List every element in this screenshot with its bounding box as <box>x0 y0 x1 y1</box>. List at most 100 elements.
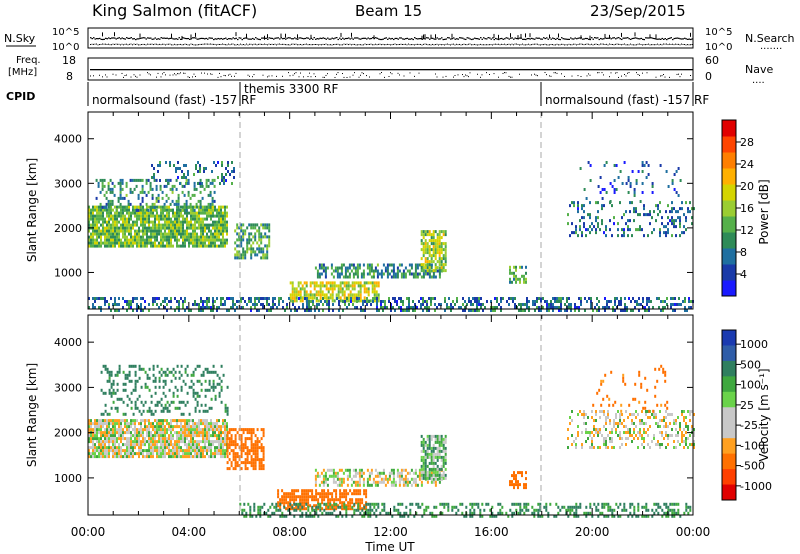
power-cell <box>210 238 212 242</box>
power-cell <box>325 281 328 285</box>
freq-trace <box>426 69 428 71</box>
freq-trace <box>145 69 147 71</box>
power-cell <box>424 266 427 270</box>
power-cell <box>156 211 158 215</box>
power-cell <box>222 205 224 209</box>
velocity-cell <box>188 455 190 459</box>
power-cell <box>332 275 335 279</box>
power-cell <box>635 207 637 211</box>
power-cell <box>182 244 184 248</box>
velocity-cell <box>214 434 216 438</box>
freq-trace <box>132 69 134 71</box>
power-cell <box>221 164 223 167</box>
power-cell <box>262 303 264 306</box>
nsky-trace <box>339 37 341 39</box>
power-cell <box>311 281 314 285</box>
freq-trace <box>240 69 242 71</box>
nave-trace <box>442 76 444 78</box>
velocity-cell <box>180 440 182 444</box>
power-cell <box>224 303 226 306</box>
velocity-cell <box>106 449 108 453</box>
power-cell <box>144 214 146 218</box>
freq-trace <box>147 69 149 71</box>
nsearch-trace <box>241 44 243 46</box>
power-cell <box>170 300 172 303</box>
power-cell <box>121 196 124 200</box>
nsearch-trace <box>559 44 561 46</box>
freq-trace <box>136 69 138 71</box>
velocity-cell <box>142 455 144 459</box>
power-cell <box>430 260 433 264</box>
power-cell <box>169 178 172 182</box>
nsearch-trace <box>322 43 324 45</box>
nsearch-trace <box>150 43 151 45</box>
power-cell <box>674 297 676 300</box>
power-cell <box>202 306 204 309</box>
power-cell <box>671 182 674 185</box>
power-cell <box>188 241 190 245</box>
power-cell <box>651 191 654 194</box>
nsearch-trace <box>451 43 453 45</box>
power-cell <box>528 309 530 312</box>
power-cell <box>211 196 214 200</box>
freq-trace <box>351 69 353 71</box>
nsearch-trace <box>670 43 672 45</box>
power-cell <box>306 300 308 303</box>
power-cell <box>578 309 580 312</box>
power-cell <box>266 247 269 251</box>
power-cell <box>92 205 94 209</box>
velocity-cell <box>94 434 96 438</box>
power-cell <box>226 205 228 209</box>
power-cell <box>158 297 160 300</box>
power-cell <box>428 251 431 255</box>
nave-trace <box>384 76 385 78</box>
power-cell <box>172 220 174 224</box>
velocity-cell <box>108 449 110 453</box>
power-cell <box>104 238 106 242</box>
velocity-cell <box>170 440 172 444</box>
velocity-cell <box>146 449 148 453</box>
nave-trace <box>465 74 466 76</box>
velocity-cell <box>128 455 130 459</box>
nsky-spike <box>634 32 636 37</box>
freq-trace <box>177 69 179 71</box>
power-cell <box>227 161 229 164</box>
freq-trace <box>144 69 146 71</box>
nsky-trace <box>483 37 485 39</box>
velocity-cell <box>114 434 116 438</box>
velocity-cell <box>206 419 208 423</box>
velocity-cell <box>178 425 180 429</box>
power-cell <box>193 184 196 188</box>
freq-trace <box>466 69 468 71</box>
nave-trace <box>553 72 555 74</box>
power-cell <box>119 190 122 194</box>
power-cell <box>94 238 96 242</box>
power-cell <box>357 284 360 288</box>
power-cell <box>166 244 168 248</box>
velocity-cell <box>90 425 92 429</box>
velocity-cell <box>160 434 162 438</box>
nsky-trace <box>379 38 381 41</box>
freq-trace <box>604 69 606 71</box>
velocity-cell <box>210 428 212 432</box>
velocity-cell <box>186 431 188 435</box>
power-cell <box>218 244 220 248</box>
nsky-trace <box>475 37 477 40</box>
power-cell <box>188 226 190 230</box>
freq-trace <box>369 69 371 71</box>
power-cell <box>341 290 344 294</box>
power-cell <box>196 226 198 230</box>
power-cell <box>628 297 630 300</box>
velocity-cell <box>204 443 206 447</box>
nsearch-trace <box>226 44 228 46</box>
freq-trace <box>630 69 632 71</box>
power-cell <box>198 303 200 306</box>
velocity-cell <box>190 449 192 453</box>
power-cell <box>404 272 407 276</box>
power-cell <box>470 309 472 312</box>
velocity-cell <box>140 428 142 432</box>
power-cell <box>333 284 336 288</box>
velocity-cell <box>92 434 94 438</box>
velocity-cell <box>98 431 100 435</box>
power-cell <box>116 232 118 236</box>
